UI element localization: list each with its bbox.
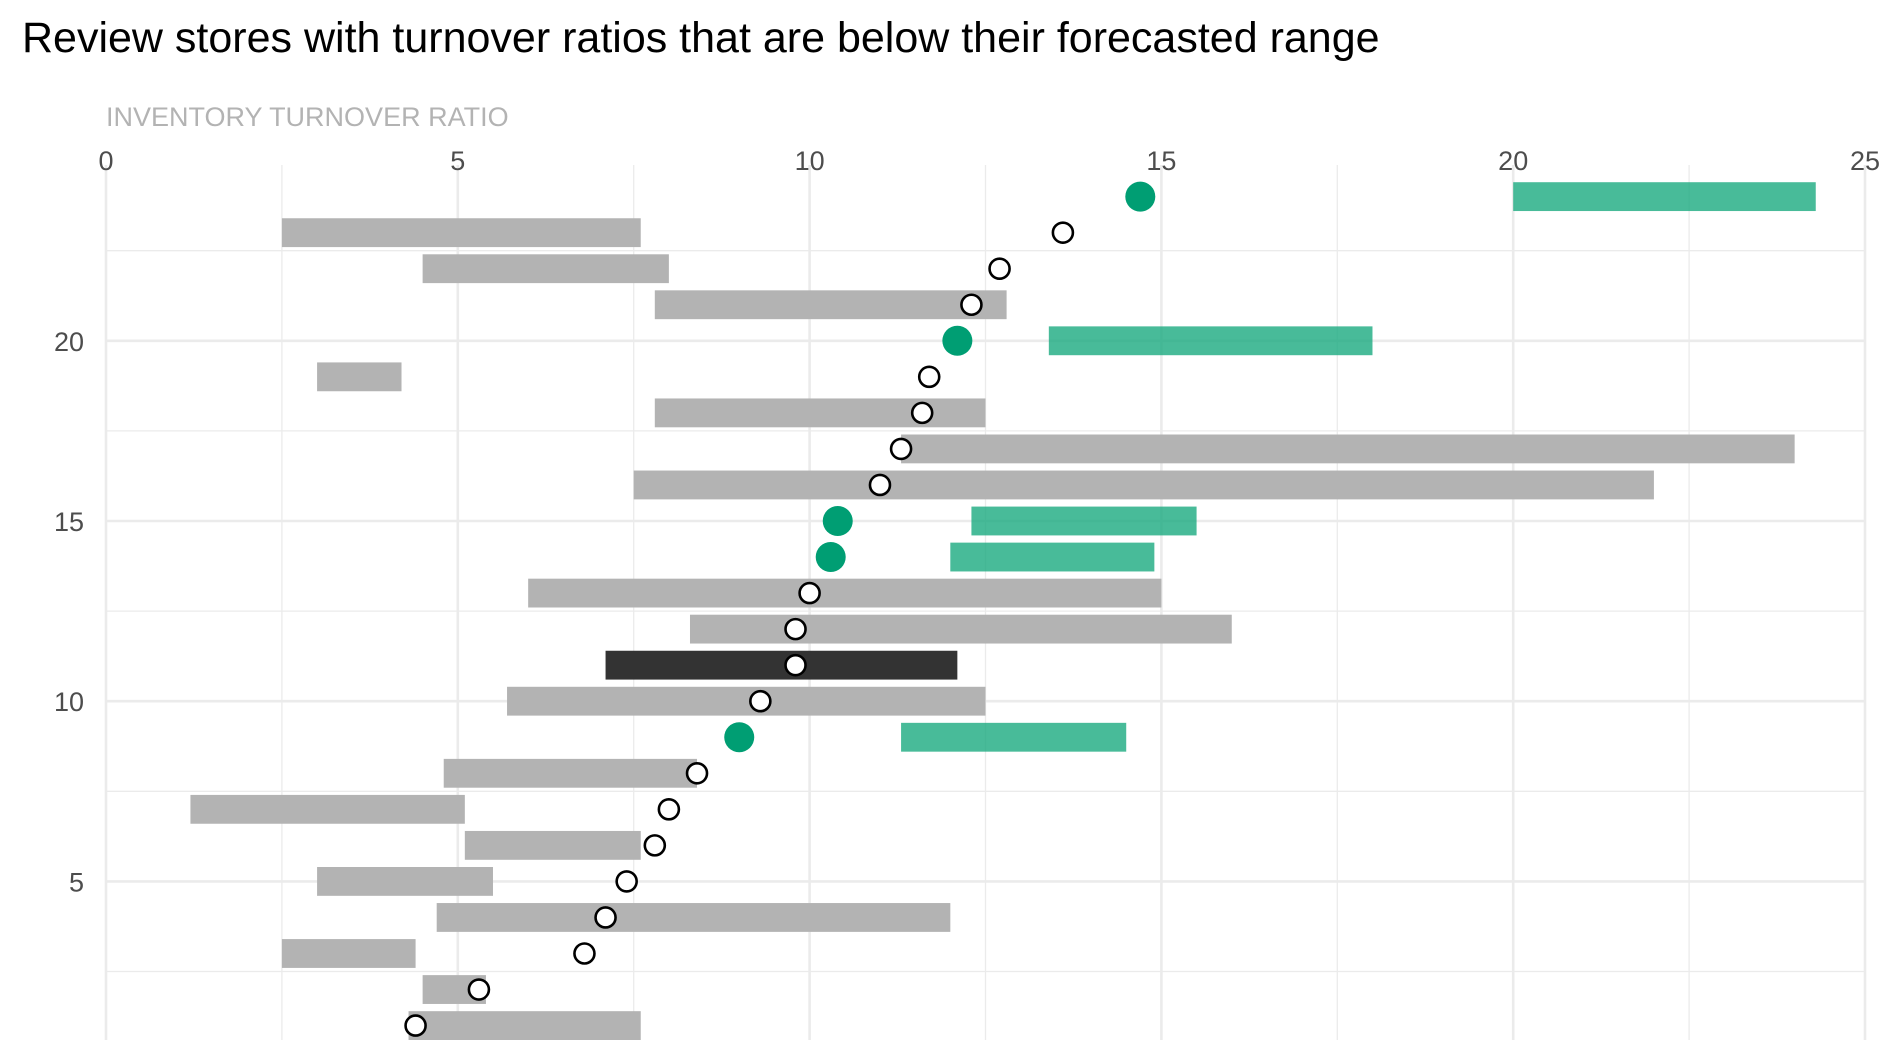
actual-point [910, 401, 934, 425]
y-tick-label: 10 [54, 687, 84, 717]
actual-point [594, 906, 617, 929]
forecast-range-bar-below [1513, 182, 1816, 212]
y-tick-label: 20 [54, 327, 84, 357]
actual-point-below [724, 722, 755, 753]
forecast-range-bar [317, 867, 493, 896]
actual-point [1051, 221, 1075, 244]
x-tick-label: 15 [1146, 146, 1176, 176]
actual-point [988, 257, 1011, 281]
actual-point [685, 761, 709, 785]
actual-point-below [815, 542, 846, 573]
actual-point [784, 653, 807, 677]
forecast-range-bar [190, 794, 465, 824]
forecast-range-bar [443, 758, 698, 788]
x-tick-label: 0 [98, 146, 113, 176]
forecast-range-bar [528, 578, 1162, 608]
forecast-range-bar [689, 614, 1232, 644]
actual-point [749, 689, 772, 713]
axes: 0 5 10 15 20 25 5 10 15 20 INVENTORY TURNOVER RATI… [54, 102, 1880, 897]
actual-point-below [942, 325, 973, 356]
actual-point [868, 473, 892, 497]
actual-point [917, 365, 941, 389]
forecast-range-bar [422, 254, 669, 284]
forecast-range-bar-below [950, 542, 1155, 572]
x-axis-title: INVENTORY TURNOVER RATIO [106, 102, 509, 132]
actual-point [798, 581, 821, 605]
forecast-range-bar [901, 434, 1795, 464]
forecast-range-bar [436, 903, 951, 932]
forecast-range-bar [281, 218, 641, 248]
forecast-range-bar [317, 362, 402, 392]
x-tick-label: 5 [450, 146, 465, 176]
actual-point [643, 834, 667, 857]
y-tick-label: 15 [54, 507, 84, 537]
forecast-range-bar [464, 830, 641, 860]
forecast-range-bar [281, 939, 416, 968]
forecast-range-bar [654, 290, 1007, 320]
x-tick-label: 25 [1850, 146, 1880, 176]
actual-point [573, 942, 596, 965]
y-tick-label: 5 [69, 867, 84, 897]
forecast-range-bar-below [971, 506, 1197, 536]
actual-point [657, 798, 681, 821]
actual-point-below [1125, 181, 1156, 212]
actual-point [784, 617, 807, 641]
x-tick-label: 20 [1498, 146, 1528, 176]
forecast-ranges [190, 182, 1816, 1040]
forecast-range-bar [507, 686, 986, 716]
forecast-range-bar [408, 1011, 641, 1040]
actual-point [467, 978, 491, 1001]
forecast-range-bar-below [1048, 326, 1373, 356]
actual-point [404, 1014, 427, 1037]
x-tick-label: 10 [795, 146, 825, 176]
actual-point-below [822, 506, 853, 536]
actual-points [404, 181, 1156, 1037]
forecast-range-bar-below [901, 722, 1127, 752]
actual-point [889, 437, 913, 461]
forecast-range-bar [633, 470, 1654, 500]
actual-point [615, 870, 638, 893]
forecast-range-bar [654, 398, 986, 428]
chart-title: Review stores with turnover ratios that … [22, 14, 1380, 62]
forecast-range-bar-highlight [605, 650, 958, 680]
actual-point [960, 293, 983, 317]
